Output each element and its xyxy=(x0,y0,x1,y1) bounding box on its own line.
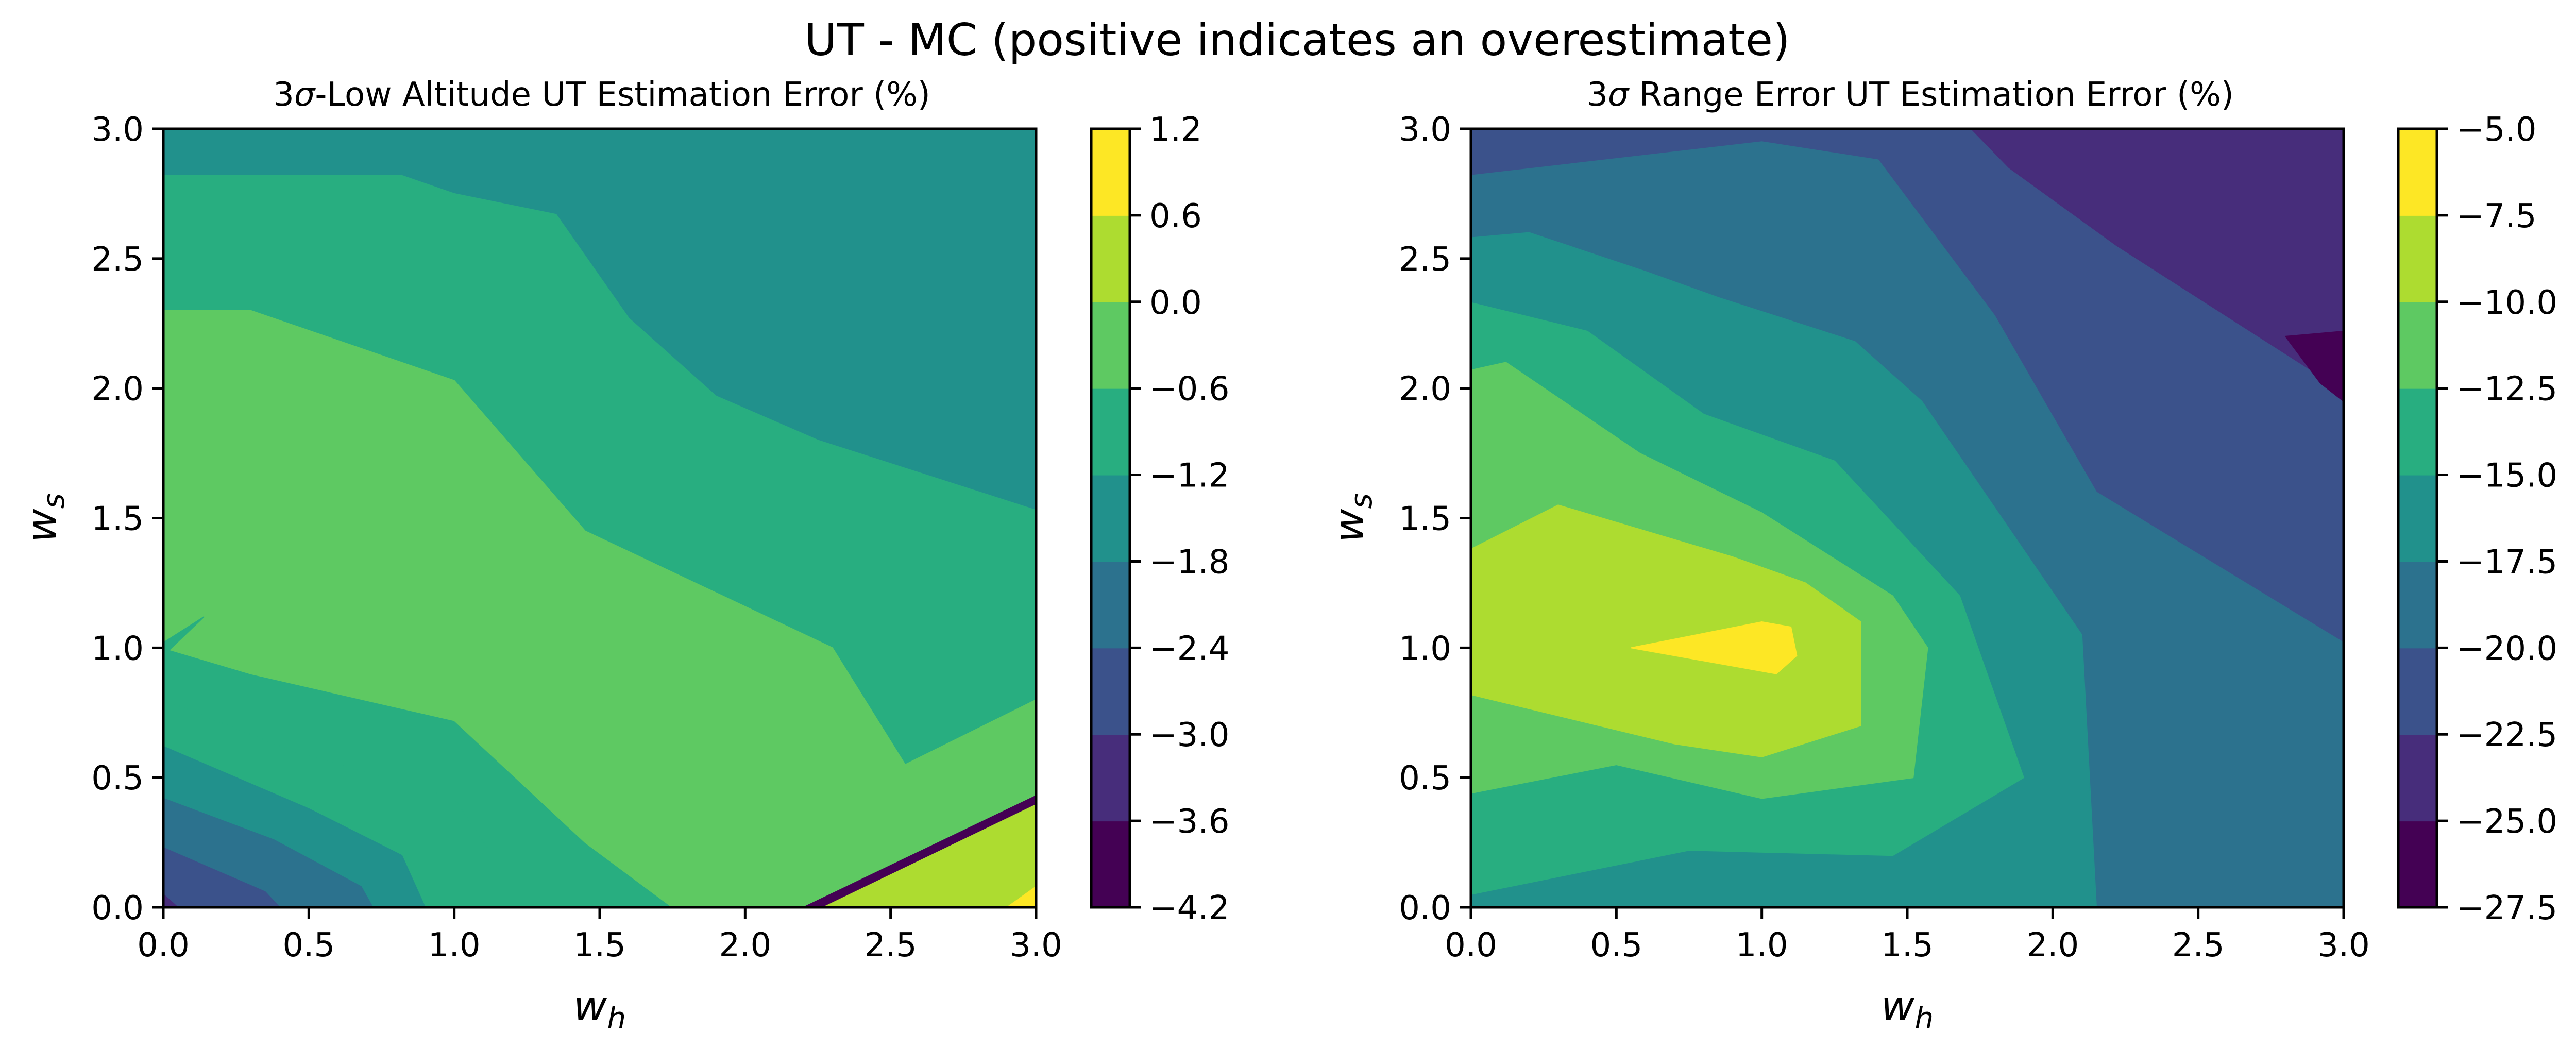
right-colorbar-tick-label: −25.0 xyxy=(2456,803,2557,841)
left-x-tick-label: 1.5 xyxy=(573,926,626,965)
right-y-tick-label: 3.0 xyxy=(1399,111,1451,149)
left-y-tick-label: 2.0 xyxy=(91,370,144,409)
left-x-tick-label: 1.0 xyxy=(428,926,481,965)
left-colorbar-band xyxy=(1091,129,1130,216)
right-x-tick-label: 1.5 xyxy=(1881,926,1934,965)
left-y-tick-label: 1.0 xyxy=(91,630,144,668)
left-colorbar-tick-label: −0.6 xyxy=(1149,370,1229,409)
left-colorbar-ticks: 1.2 0.6 0.0 −0.6 −1.2 −1.8 −2.4 −3.0 −3.6 −4.2 xyxy=(1130,111,1229,927)
left-y-ticks: 0.0 0.5 1.0 1.5 2.0 2.5 3.0 xyxy=(91,111,163,927)
right-contour-region-8 xyxy=(1631,621,1798,674)
right-colorbar-tick-label: −5.0 xyxy=(2456,111,2536,149)
right-y-tick-label: 0.0 xyxy=(1399,889,1451,927)
left-y-tick-label: 0.0 xyxy=(91,889,144,927)
right-colorbar-band xyxy=(2398,215,2437,302)
right-y-ticks: 0.0 0.5 1.0 1.5 2.0 2.5 3.0 xyxy=(1399,111,1471,927)
right-colorbar-band xyxy=(2398,301,2437,389)
right-colorbar-tick-label: −7.5 xyxy=(2456,197,2536,235)
right-colorbar-tick-label: −10.0 xyxy=(2456,284,2557,322)
left-x-tick-label: 3.0 xyxy=(1010,926,1062,965)
left-x-tick-label: 2.0 xyxy=(719,926,771,965)
right-y-axis-label: ws xyxy=(1325,493,1379,543)
right-colorbar-band xyxy=(2398,648,2437,735)
right-chart-title: 3σ Range Error UT Estimation Error (%) xyxy=(1587,76,2234,114)
left-plot-area xyxy=(163,128,1037,908)
left-colorbar-band xyxy=(1091,388,1130,476)
right-colorbar xyxy=(2398,129,2437,908)
right-y-tick-label: 1.5 xyxy=(1399,500,1451,538)
left-colorbar-band xyxy=(1091,301,1130,389)
left-colorbar-band xyxy=(1091,475,1130,562)
left-colorbar-tick-label: −1.2 xyxy=(1149,457,1229,495)
left-colorbar-tick-label: −3.0 xyxy=(1149,716,1229,754)
left-colorbar-band xyxy=(1091,215,1130,302)
left-x-tick-label: 0.5 xyxy=(282,926,335,965)
figure-suptitle: UT - MC (positive indicates an overestim… xyxy=(804,14,1790,66)
left-colorbar-tick-label: −2.4 xyxy=(1149,630,1229,668)
right-colorbar-band xyxy=(2398,388,2437,476)
left-contour-panel: 3σ-Low Altitude UT Estimation Error (%) … xyxy=(18,76,1229,1036)
left-y-tick-label: 3.0 xyxy=(91,111,144,149)
right-x-ticks: 0.0 0.5 1.0 1.5 2.0 2.5 3.0 xyxy=(1445,907,2370,965)
left-colorbar-tick-label: 1.2 xyxy=(1149,111,1202,149)
right-plot-area xyxy=(1470,128,2344,908)
left-y-tick-label: 1.5 xyxy=(91,500,144,538)
right-x-axis-label: wh xyxy=(1881,982,1934,1036)
right-colorbar-band xyxy=(2398,129,2437,216)
left-x-tick-label: 2.5 xyxy=(865,926,917,965)
right-colorbar-band xyxy=(2398,475,2437,562)
right-colorbar-ticks: −5.0 −7.5 −10.0 −12.5 −15.0 −17.5 −20.0 −22.5 −2… xyxy=(2437,111,2557,927)
right-y-tick-label: 2.0 xyxy=(1399,370,1451,409)
left-colorbar-band xyxy=(1091,648,1130,735)
right-contour-panel: 3σ Range Error UT Estimation Error (%) 0… xyxy=(1325,76,2557,1036)
right-y-tick-label: 2.5 xyxy=(1399,241,1451,279)
right-colorbar-tick-label: −15.0 xyxy=(2456,457,2557,495)
right-x-tick-label: 2.5 xyxy=(2172,926,2225,965)
left-x-axis-label: wh xyxy=(573,982,626,1036)
right-colorbar-band xyxy=(2398,734,2437,822)
left-colorbar-tick-label: 0.0 xyxy=(1149,284,1202,322)
right-y-tick-label: 0.5 xyxy=(1399,759,1451,798)
right-colorbar-tick-label: −20.0 xyxy=(2456,630,2557,668)
right-colorbar-tick-label: −12.5 xyxy=(2456,370,2557,409)
left-x-ticks: 0.0 0.5 1.0 1.5 2.0 2.5 3.0 xyxy=(137,907,1062,965)
right-colorbar-band xyxy=(2398,821,2437,908)
right-x-tick-label: 3.0 xyxy=(2317,926,2370,965)
left-colorbar-tick-label: −3.6 xyxy=(1149,803,1229,841)
left-colorbar-tick-label: 0.6 xyxy=(1149,197,1202,235)
left-colorbar-tick-label: −1.8 xyxy=(1149,543,1229,581)
right-colorbar-frame xyxy=(2397,127,2438,909)
right-x-tick-label: 2.0 xyxy=(2026,926,2079,965)
left-colorbar-band xyxy=(1091,734,1130,822)
right-x-tick-label: 0.5 xyxy=(1590,926,1642,965)
right-colorbar-band xyxy=(2398,561,2437,649)
left-x-tick-label: 0.0 xyxy=(137,926,190,965)
left-colorbar-band xyxy=(1091,561,1130,649)
left-y-tick-label: 2.5 xyxy=(91,241,144,279)
right-contour-region-7 xyxy=(1470,504,1861,757)
left-colorbar-band xyxy=(1091,821,1130,908)
left-y-tick-label: 0.5 xyxy=(91,759,144,798)
right-x-tick-label: 1.0 xyxy=(1736,926,1788,965)
right-colorbar-tick-label: −22.5 xyxy=(2456,716,2557,754)
right-colorbar-tick-label: −17.5 xyxy=(2456,543,2557,581)
left-colorbar-frame xyxy=(1090,127,1131,909)
right-x-tick-label: 0.0 xyxy=(1445,926,1497,965)
left-y-axis-label: ws xyxy=(18,493,71,543)
right-y-tick-label: 1.0 xyxy=(1399,630,1451,668)
left-colorbar-tick-label: −4.2 xyxy=(1149,889,1229,927)
left-colorbar xyxy=(1091,129,1130,908)
right-colorbar-tick-label: −27.5 xyxy=(2456,889,2557,927)
left-chart-title: 3σ-Low Altitude UT Estimation Error (%) xyxy=(273,76,930,114)
